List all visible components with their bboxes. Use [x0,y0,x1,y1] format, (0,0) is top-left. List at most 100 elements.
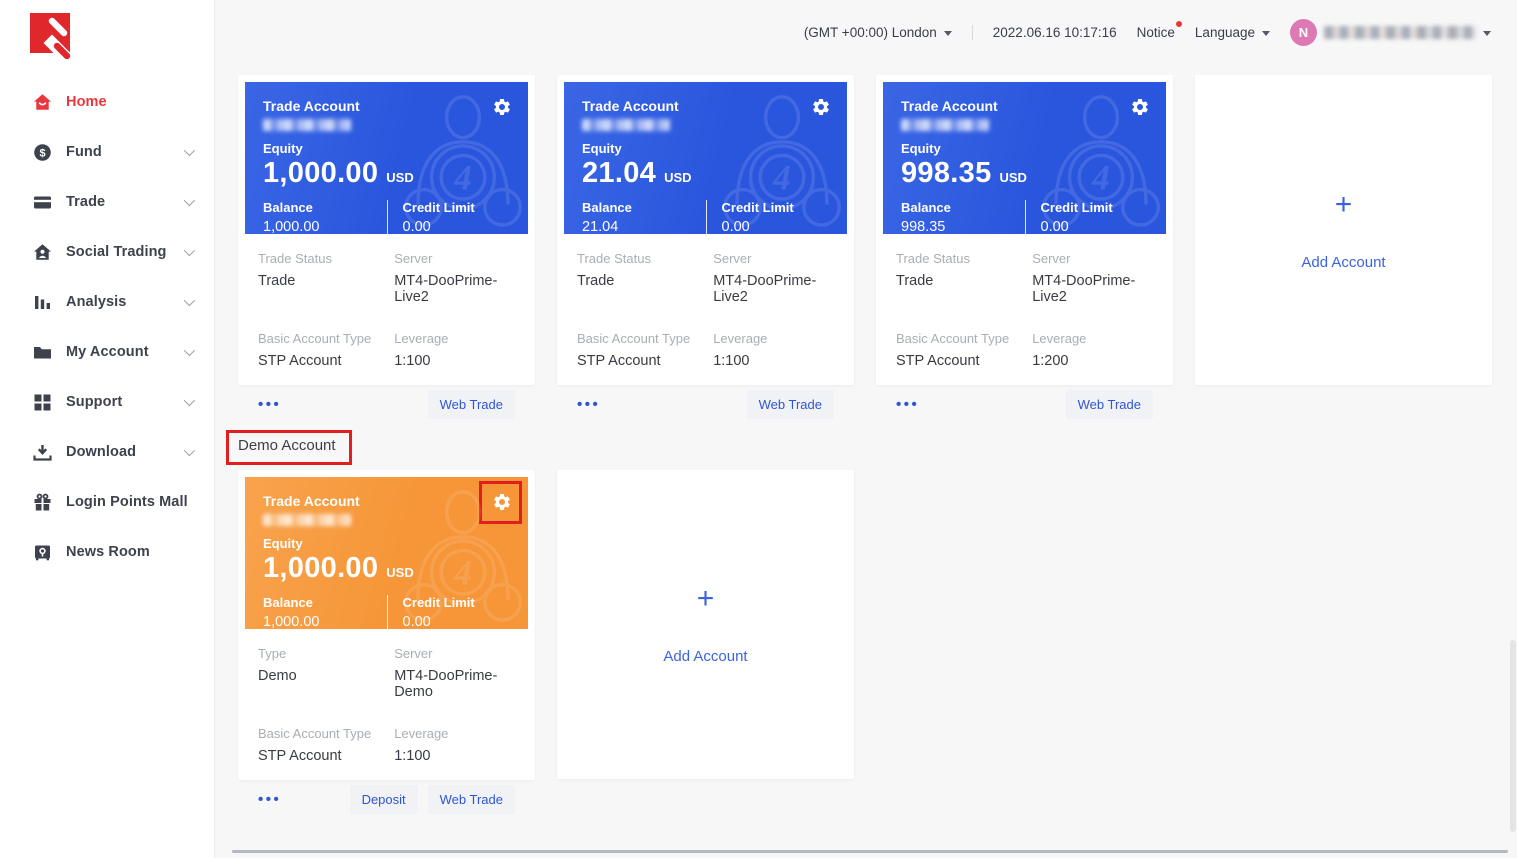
news-icon [33,543,52,562]
sidebar-item-label: Fund [66,144,102,160]
account-number-redacted [582,119,670,131]
more-actions-button[interactable]: ••• [896,396,920,413]
balance-label: Balance [901,200,951,215]
equity-label: Equity [582,141,622,156]
download-icon [33,443,52,462]
field-value: STP Account [258,353,342,369]
credit-limit-label: Credit Limit [402,595,475,610]
trade-account-card: Trade Account Equity 998.35 USD Balance … [876,75,1173,419]
sidebar-item-download[interactable]: Download [0,427,214,477]
balance-value: 21.04 [582,219,619,234]
web-trade-button[interactable]: Web Trade [746,390,834,419]
sidebar: Home $ Fund Trade [0,0,215,858]
live-accounts-row: Trade Account Equity 1,000.00 USD Balanc… [238,75,1517,419]
field-label: Trade Status [896,251,970,266]
user-menu[interactable]: N [1290,18,1491,46]
field-label: Trade Status [258,251,332,266]
more-actions-button[interactable]: ••• [577,396,601,413]
more-actions-button[interactable]: ••• [258,791,282,808]
credit-limit-value: 0.00 [402,219,431,234]
dollar-icon: $ [33,143,52,162]
sidebar-item-fund[interactable]: $ Fund [0,127,214,177]
web-trade-button[interactable]: Web Trade [427,785,515,814]
vertical-scrollbar[interactable] [1510,640,1516,832]
balance-label: Balance [263,595,313,610]
field-value: MT4-DooPrime-Live2 [1032,273,1136,305]
field-value: MT4-DooPrime-Live2 [394,273,498,305]
language-selector[interactable]: Language [1195,25,1270,40]
field-value: 1:100 [713,353,750,369]
chevron-down-icon [183,294,196,307]
add-account-card[interactable]: + Add Account [557,470,854,779]
trade-account-title: Trade Account [263,493,360,509]
timezone-label: (GMT +00:00) London [803,24,937,40]
field-value: STP Account [896,353,980,369]
field-value: 1:100 [394,748,431,764]
field-label: Type [258,646,287,661]
sidebar-item-trade[interactable]: Trade [0,177,214,227]
field-label: Basic Account Type [258,726,372,741]
sidebar-item-label: News Room [66,544,150,560]
chevron-down-icon [183,344,196,357]
deposit-button[interactable]: Deposit [349,785,418,814]
currency-label: USD [664,170,692,185]
web-trade-button[interactable]: Web Trade [1065,390,1153,419]
trade-account-title: Trade Account [582,98,679,114]
account-number-redacted [263,514,351,526]
datetime-label: 2022.06.16 10:17:16 [992,24,1117,40]
trade-account-title: Trade Account [263,98,360,114]
field-label: Trade Status [577,251,651,266]
field-label: Server [394,251,433,266]
field-value: Trade [577,273,615,289]
sidebar-item-analysis[interactable]: Analysis [0,277,214,327]
account-number-redacted [263,119,351,131]
sidebar-item-label: Trade [66,194,106,210]
equity-label: Equity [263,141,303,156]
chevron-down-icon [183,394,196,407]
timezone-selector[interactable]: (GMT +00:00) London [804,25,952,40]
sidebar-item-support[interactable]: Support [0,377,214,427]
wallet-icon [33,193,52,212]
add-account-label: Add Account [1301,253,1386,271]
equity-value: 21.04 [582,157,657,189]
equity-value: 1,000.00 [263,157,379,189]
field-value: STP Account [258,748,342,764]
annotation-box-demo-label: Demo Account [226,430,352,465]
field-value: Demo [258,668,297,684]
trade-account-card: Trade Account Equity 1,000.00 USD Balanc… [238,75,535,419]
more-actions-button[interactable]: ••• [258,396,282,413]
sidebar-item-label: Analysis [66,294,127,310]
field-label: Server [394,646,433,661]
field-value: MT4-DooPrime-Live2 [713,273,817,305]
gear-icon[interactable] [492,97,512,117]
horizontal-scrollbar[interactable] [232,850,1508,853]
web-trade-button[interactable]: Web Trade [427,390,515,419]
account-panel: Trade Account Equity 998.35 USD Balance … [883,82,1166,234]
field-label: Leverage [394,331,449,346]
chevron-down-icon [183,244,196,257]
gear-icon[interactable] [1130,97,1150,117]
sidebar-item-login-points-mall[interactable]: Login Points Mall [0,477,214,527]
currency-label: USD [999,170,1027,185]
chevron-down-icon [183,194,196,207]
doo-prime-logo [30,13,76,59]
sidebar-item-label: Support [66,394,123,410]
trade-account-card: Trade Account Equity 21.04 USD Balance 2… [557,75,854,419]
notice-button[interactable]: Notice [1137,20,1182,40]
gift-icon [33,493,52,512]
topbar-divider [971,24,973,40]
sidebar-item-social-trading[interactable]: Social Trading [0,227,214,277]
field-value: 1:200 [1032,353,1069,369]
demo-accounts-row: Trade Account Equity 1,000.00 USD Balanc… [238,470,1517,814]
credit-limit-label: Credit Limit [402,200,475,215]
sidebar-item-news-room[interactable]: News Room [0,527,214,577]
add-account-card[interactable]: + Add Account [1195,75,1492,385]
plus-icon: + [696,582,715,615]
gear-icon[interactable] [811,97,831,117]
add-account-label: Add Account [663,648,748,665]
balance-value: 998.35 [901,219,946,234]
field-label: Basic Account Type [577,331,691,346]
gear-icon[interactable] [492,492,512,512]
sidebar-item-my-account[interactable]: My Account [0,327,214,377]
sidebar-item-home[interactable]: Home [0,77,214,127]
